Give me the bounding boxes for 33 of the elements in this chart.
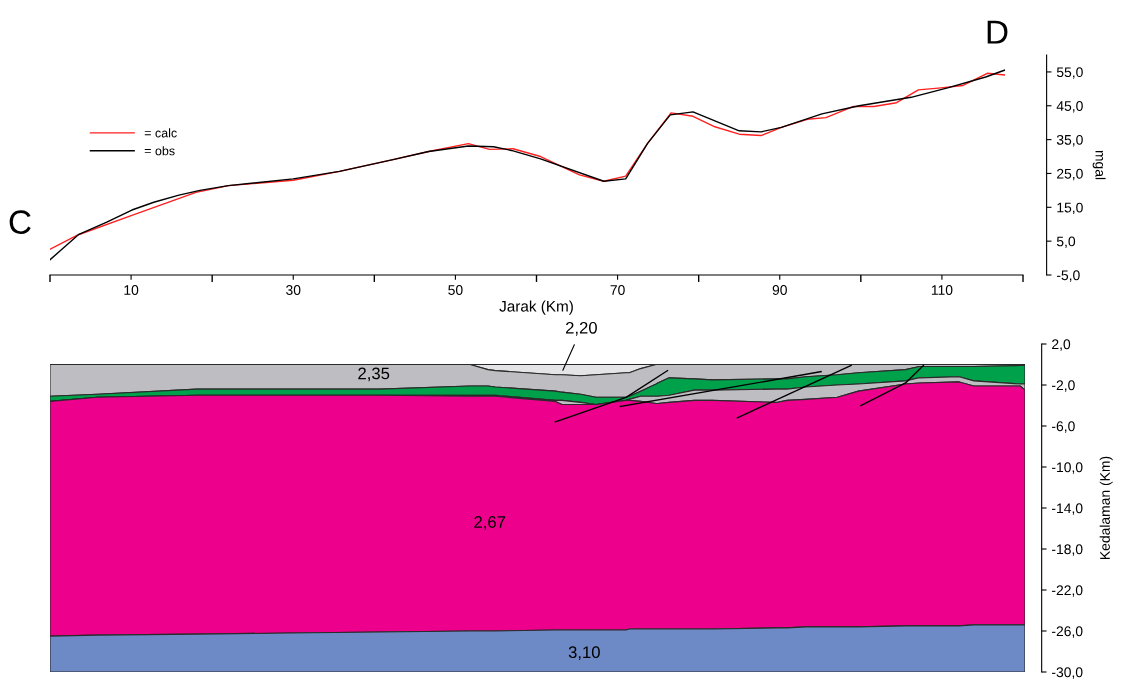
text: C (9, 210, 31, 234)
y-axis-title: Kedalaman (Km) (1099, 456, 1113, 559)
annotation: 2,35 (358, 367, 390, 382)
y-tick-label: 2,0 (1052, 339, 1071, 351)
y-tick-label: -5,0 (1056, 270, 1080, 282)
x-axis-title: Jarak (Km) (499, 300, 573, 315)
y-tick-label: -18,0 (1052, 544, 1083, 556)
annotation: 3,10 (568, 646, 600, 661)
annotation: 2,67 (474, 516, 506, 530)
x-tick-label: 70 (610, 285, 625, 295)
x-tick-label: 110 (931, 285, 953, 295)
y-tick-label: -26,0 (1052, 626, 1083, 638)
text: 2,20 (566, 321, 597, 336)
x-tick-label: 30 (286, 285, 301, 295)
y-tick-label: 35,0 (1056, 134, 1083, 147)
y-axis-title: mgal (1092, 150, 1106, 180)
legend-label: = calc (144, 128, 177, 138)
x-tick-label: 50 (448, 285, 463, 295)
y-tick-label: -14,0 (1052, 503, 1083, 515)
y-tick-label: 45,0 (1056, 101, 1083, 113)
y-tick-label: -30,0 (1052, 667, 1083, 679)
y-tick-label: 55,0 (1056, 67, 1083, 79)
legend-label: = obs (144, 146, 175, 156)
y-tick-label: -10,0 (1052, 462, 1083, 474)
y-tick-label: 15,0 (1057, 202, 1083, 215)
y-tick-label: 25,0 (1057, 168, 1083, 181)
x-tick-label: 90 (772, 285, 787, 295)
x-tick-label: 10 (124, 285, 139, 295)
y-tick-label: -2,0 (1052, 380, 1075, 392)
text: D (987, 20, 1008, 44)
y-tick-label: 5,0 (1056, 236, 1076, 248)
y-tick-label: -6,0 (1052, 421, 1075, 433)
y-tick-label: -22,0 (1052, 585, 1083, 597)
